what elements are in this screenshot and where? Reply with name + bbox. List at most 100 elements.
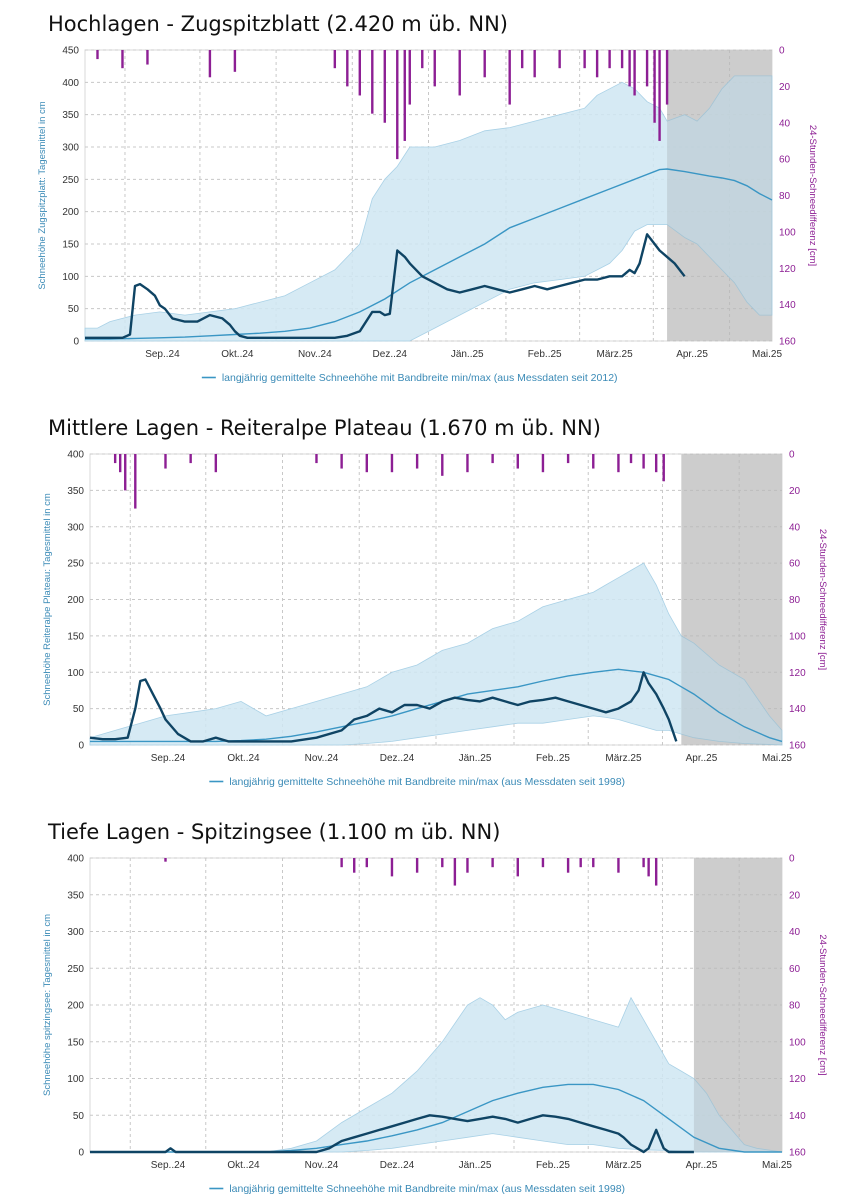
snowfall-bar xyxy=(408,50,411,105)
snowfall-bar xyxy=(121,50,124,69)
y-tick-label: 350 xyxy=(67,890,84,901)
y2-tick-label: 20 xyxy=(789,486,801,497)
y-tick-label: 150 xyxy=(67,631,84,642)
snowfall-bar xyxy=(579,858,582,868)
x-tick-label: März.25 xyxy=(597,349,634,360)
snowfall-bar xyxy=(134,454,137,509)
snowfall-bar xyxy=(164,858,167,862)
x-tick-label: Jän..25 xyxy=(459,753,492,764)
y2-tick-label: 100 xyxy=(789,631,806,642)
snowfall-bar xyxy=(658,50,661,141)
snowfall-bar xyxy=(365,858,368,868)
legend-label: langjährig gemittelte Schneehöhe mit Ban… xyxy=(229,1183,625,1195)
x-tick-label: Apr..25 xyxy=(676,349,708,360)
legend-label: langjährig gemittelte Schneehöhe mit Ban… xyxy=(229,776,625,788)
snowfall-bar xyxy=(654,858,658,886)
snowfall-bar xyxy=(595,50,599,78)
x-tick-label: Jän..25 xyxy=(451,349,484,360)
y2-tick-label: 140 xyxy=(789,1111,806,1122)
y-tick-label: 200 xyxy=(62,207,79,218)
y-tick-label: 50 xyxy=(68,304,80,315)
y2-tick-label: 0 xyxy=(779,46,785,57)
snowfall-bar xyxy=(533,50,536,78)
y2-tick-label: 60 xyxy=(779,155,791,166)
snowfall-bar xyxy=(415,454,419,469)
snowfall-bar xyxy=(520,50,524,69)
y-tick-label: 400 xyxy=(67,450,84,461)
x-tick-label: Sep..24 xyxy=(145,349,180,360)
band-minmax xyxy=(90,996,783,1153)
snowfall-bar xyxy=(628,50,631,87)
y2-tick-label: 140 xyxy=(779,300,796,311)
x-tick-label: Apr..25 xyxy=(686,753,718,764)
y2-tick-label: 100 xyxy=(779,227,796,238)
y-tick-label: 200 xyxy=(67,595,84,606)
y-tick-label: 0 xyxy=(78,1148,84,1159)
snowfall-bar xyxy=(113,454,117,464)
snowfall-bar xyxy=(146,50,149,65)
y-tick-label: 350 xyxy=(62,110,79,121)
current-line xyxy=(90,1114,694,1154)
snowfall-bar xyxy=(415,858,419,873)
band-minmax xyxy=(89,562,783,746)
snowfall-bar xyxy=(346,50,349,87)
y2-tick-label: 140 xyxy=(789,704,806,715)
snowfall-bar xyxy=(164,454,167,469)
snowfall-bar xyxy=(566,858,570,873)
x-tick-label: Mai.25 xyxy=(762,1160,792,1171)
y-tick-label: 300 xyxy=(67,522,84,533)
y-axis-title: Schneehöhe Zugspitzplatt: Tagesmittel in… xyxy=(37,101,48,289)
x-tick-label: Dez..24 xyxy=(380,1160,415,1171)
x-tick-label: Sep..24 xyxy=(151,753,186,764)
snowfall-bar xyxy=(516,858,519,877)
x-tick-label: Nov..24 xyxy=(305,753,339,764)
snowfall-bar xyxy=(315,454,318,464)
y-tick-label: 0 xyxy=(73,337,79,348)
snowfall-bar xyxy=(453,858,457,886)
snowfall-bar xyxy=(390,858,394,877)
mean-line xyxy=(85,168,773,340)
chart-svg-tiefe-lagen: 0 50 100 150 200 250 300 350 400 0 20 40 60 80 100 120 1… xyxy=(42,854,828,1196)
y2-tick-label: 60 xyxy=(789,559,801,570)
snowfall-bar xyxy=(353,858,356,873)
y2-tick-label: 40 xyxy=(789,522,801,533)
band-minmax xyxy=(84,75,773,342)
snowfall-bar xyxy=(96,50,99,60)
current-line xyxy=(85,233,686,339)
x-tick-label: Dez..24 xyxy=(380,753,415,764)
snowfall-bar xyxy=(233,50,237,72)
y2-tick-label: 120 xyxy=(789,1074,806,1085)
chart-title: Mittlere Lagen - Reiteralpe Plateau (1.6… xyxy=(48,416,601,440)
snowfall-bar xyxy=(124,454,127,491)
x-tick-label: Apr..25 xyxy=(686,1160,718,1171)
x-tick-label: Jän..25 xyxy=(459,1160,492,1171)
snowfall-bar xyxy=(491,454,494,464)
y2-tick-label: 100 xyxy=(789,1037,806,1048)
snowfall-bar xyxy=(491,858,494,868)
snowfall-bar xyxy=(214,454,218,473)
y-tick-label: 200 xyxy=(67,1001,84,1012)
y-tick-label: 100 xyxy=(62,272,79,283)
y-tick-label: 150 xyxy=(67,1037,84,1048)
y-tick-label: 400 xyxy=(62,78,79,89)
y-tick-label: 250 xyxy=(67,559,84,570)
y-tick-label: 250 xyxy=(67,964,84,975)
snowfall-bar xyxy=(441,454,444,476)
y2-tick-label: 40 xyxy=(789,927,801,938)
snowfall-bar xyxy=(466,454,469,473)
snowfall-bar xyxy=(508,50,511,105)
y2-axis-title: 24-Stunden-Schneedifferenz [cm] xyxy=(817,529,828,670)
x-tick-label: Dez..24 xyxy=(373,349,408,360)
chart-title: Tiefe Lagen - Spitzingsee (1.100 m üb. N… xyxy=(48,820,501,844)
forecast-overlay xyxy=(693,858,782,1152)
y-tick-label: 450 xyxy=(62,46,79,57)
snowfall-bar xyxy=(333,50,337,69)
y2-tick-label: 120 xyxy=(789,668,806,679)
x-tick-label: Feb..25 xyxy=(528,349,562,360)
snowfall-bar xyxy=(466,858,469,873)
snowfall-bar xyxy=(617,454,620,473)
y2-tick-label: 20 xyxy=(779,82,791,93)
y2-tick-label: 80 xyxy=(789,595,801,606)
snowfall-bar xyxy=(371,50,374,114)
snowfall-bar xyxy=(645,50,649,87)
